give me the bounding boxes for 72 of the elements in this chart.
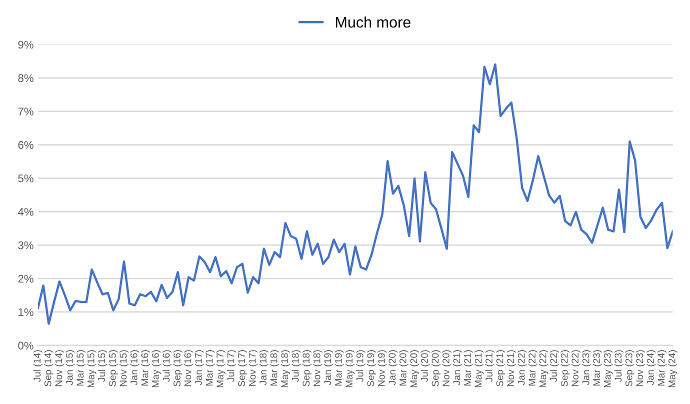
x-tick-label: Sep (18) <box>302 350 312 386</box>
x-tick-label: Nov (19) <box>378 350 387 386</box>
x-tick-label: May (24) <box>668 350 678 388</box>
x-tick-label: Jul (22) <box>550 350 559 382</box>
x-tick-label: May (18) <box>280 350 290 388</box>
x-tick-label: May (22) <box>539 350 548 388</box>
x-tick-label: Jul (18) <box>292 350 301 382</box>
x-tick-label: Jul (15) <box>98 350 108 382</box>
y-tick-label: 6% <box>18 141 34 149</box>
x-tick-label: May (16) <box>152 350 161 388</box>
x-tick-label: Nov (20) <box>442 350 452 386</box>
x-tick-label: Nov (16) <box>184 350 194 386</box>
x-tick-label: Mar (23) <box>592 350 602 386</box>
x-tick-label: Nov (23) <box>636 350 645 386</box>
x-tick-label: Sep (21) <box>496 350 506 386</box>
y-tick-label: 4% <box>18 208 34 216</box>
x-tick-label: Jan (20) <box>388 350 398 386</box>
x-tick-label: Jan (18) <box>259 350 268 386</box>
x-tick-label: Jul (20) <box>420 350 430 382</box>
x-tick-label: Sep (14) <box>44 350 54 386</box>
x-tick-label: Jul (16) <box>162 350 172 382</box>
y-tick-label: 7% <box>18 108 34 116</box>
x-tick-label: Mar (18) <box>270 350 280 386</box>
x-tick-label: May (15) <box>87 350 96 388</box>
x-tick-label: Sep (23) <box>625 350 634 386</box>
y-tick-label: 3% <box>18 241 34 250</box>
x-tick-label: Sep (15) <box>108 350 118 386</box>
x-tick-label: Mar (20) <box>399 350 408 386</box>
x-tick-label: Mar (22) <box>528 350 538 386</box>
x-tick-label: Nov (21) <box>506 350 516 386</box>
x-tick-label: Jan (24) <box>646 350 656 386</box>
x-tick-label: May (21) <box>474 350 484 388</box>
x-tick-label: Jan (22) <box>518 350 527 386</box>
x-tick-label: Nov (17) <box>248 350 258 386</box>
x-tick-label: Sep (20) <box>432 350 441 386</box>
x-tick-label: Mar (21) <box>464 350 473 386</box>
x-tick-label: Nov (18) <box>313 350 322 386</box>
y-tick-label: 0% <box>18 342 34 350</box>
x-tick-label: Mar (24) <box>657 350 667 386</box>
x-tick-label: May (23) <box>604 350 613 388</box>
x-tick-label: Jul (19) <box>356 350 366 382</box>
y-tick-label: 9% <box>18 40 34 49</box>
x-tick-label: Jan (15) <box>66 350 75 386</box>
x-tick-label: Nov (15) <box>119 350 129 386</box>
x-tick-label: Mar (15) <box>76 350 86 386</box>
line-series <box>38 63 673 325</box>
y-tick-label: 1% <box>18 308 34 316</box>
x-tick-label: Jan (16) <box>130 350 140 386</box>
x-tick-label: Nov (14) <box>54 350 64 386</box>
x-tick-label: Jan (21) <box>453 350 462 386</box>
x-tick-label: Jul (17) <box>227 350 236 382</box>
x-tick-label: May (20) <box>410 350 420 388</box>
x-tick-label: May (19) <box>345 350 354 388</box>
x-tick-label: Jul (23) <box>614 350 624 382</box>
x-tick-label: Nov (22) <box>571 350 580 386</box>
x-tick-label: Jan (19) <box>324 350 333 386</box>
y-tick-label: 5% <box>18 174 34 182</box>
y-tick-label: 8% <box>18 74 34 82</box>
x-tick-label: Sep (17) <box>238 350 247 386</box>
x-tick-label: Jan (23) <box>582 350 592 386</box>
x-tick-label: Jan (17) <box>194 350 204 386</box>
x-tick-label: Sep (22) <box>560 350 570 386</box>
x-tick-label: Jul (21) <box>485 350 494 382</box>
x-tick-label: Sep (16) <box>173 350 182 386</box>
x-tick-label: Jul (14) <box>33 350 42 382</box>
y-tick-label: 2% <box>18 274 34 283</box>
x-tick-label: May (17) <box>216 350 226 388</box>
x-tick-label: Mar (16) <box>141 350 150 386</box>
legend-label: Much more <box>336 16 410 28</box>
x-tick-label: Sep (19) <box>366 350 376 386</box>
x-tick-label: Mar (17) <box>206 350 215 386</box>
x-tick-label: Mar (19) <box>334 350 344 386</box>
